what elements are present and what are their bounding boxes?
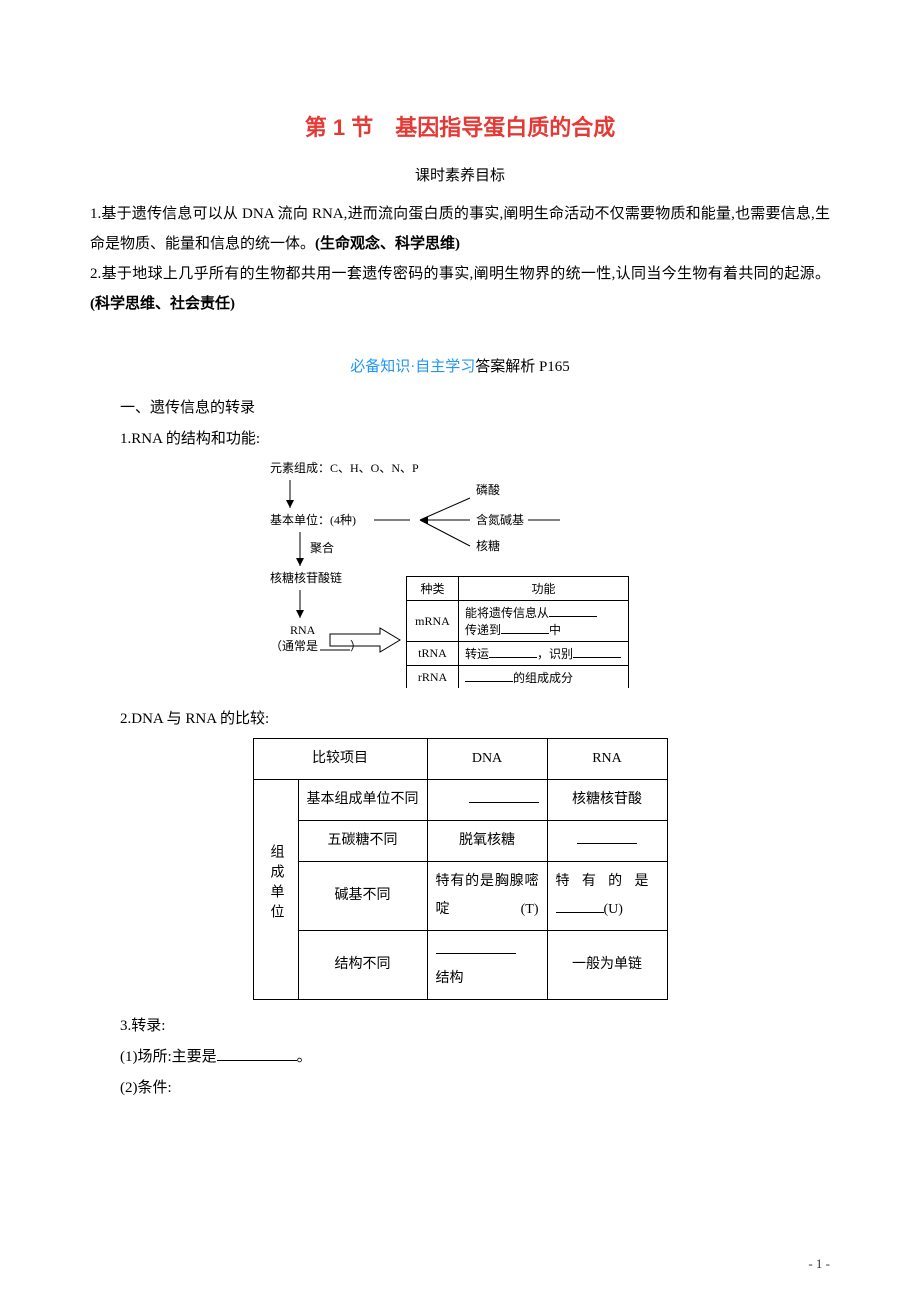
cell-trna: tRNA	[407, 642, 459, 666]
dg-elem: 元素组成：C、H、O、N、P	[270, 461, 419, 475]
row-sugar: 五碳糖不同	[298, 821, 427, 862]
goal-1: 1.基于遗传信息可以从 DNA 流向 RNA,进而流向蛋白质的事实,阐明生命活动…	[90, 199, 830, 259]
goal-2-text: 2.基于地球上几乎所有的生物都共用一套遗传密码的事实,阐明生物界的统一性,认同当…	[90, 266, 830, 282]
subtitle: 课时素养目标	[90, 164, 830, 185]
th-type: 种类	[407, 577, 459, 601]
section-link: 必备知识·自主学习答案解析 P165	[90, 355, 830, 376]
dg-rna: RNA	[290, 623, 316, 637]
cell-dna-unit	[427, 780, 547, 821]
point-3: 3.转录:	[90, 1014, 830, 1035]
row-basic-unit: 基本组成单位不同	[298, 780, 427, 821]
section-link-tail: 答案解析 P165	[475, 359, 570, 375]
th-dna: DNA	[427, 739, 547, 780]
th-rna: RNA	[547, 739, 667, 780]
cell-trna-func: 转运，识别	[459, 642, 629, 666]
heading-sec1: 一、遗传信息的转录	[90, 396, 830, 417]
cell-rrna: rRNA	[407, 666, 459, 689]
cell-rrna-func: 的组成成分	[459, 666, 629, 689]
cell-rna-sugar	[547, 821, 667, 862]
rna-structure-diagram: 元素组成：C、H、O、N、P 基本单位：(4种) 聚合 核糖核苷酸链 RNA （…	[270, 458, 650, 693]
rowgroup-unit: 组成单位	[253, 780, 298, 1000]
cell-rna-structure: 一般为单链	[547, 931, 667, 1000]
dg-poly: 聚合	[310, 540, 334, 555]
dg-base: 含氮碱基	[476, 512, 524, 527]
row-structure: 结构不同	[298, 931, 427, 1000]
point-3b: (2)条件:	[90, 1076, 830, 1097]
point-3a: (1)场所:主要是。	[90, 1045, 830, 1066]
dg-phos: 磷酸	[476, 482, 500, 497]
rna-types-table: 种类 功能 mRNA 能将遗传信息从 传递到中 tRNA 转运，识别	[406, 576, 629, 688]
point-2: 2.DNA 与 RNA 的比较:	[90, 707, 830, 728]
goal-2-tag: (科学思维、社会责任)	[90, 296, 235, 312]
th-func: 功能	[459, 577, 629, 601]
dg-unit: 基本单位：(4种)	[270, 512, 356, 527]
cell-dna-structure: 结构	[427, 931, 547, 1000]
cell-dna-base: 特有的是胸腺嘧啶(T)	[427, 862, 547, 931]
cell-rna-unit: 核糖核苷酸	[547, 780, 667, 821]
cell-dna-sugar: 脱氧核糖	[427, 821, 547, 862]
section-link-blue: 必备知识·自主学习	[350, 359, 475, 375]
dg-sugar: 核糖	[476, 538, 500, 553]
cell-mrna-func: 能将遗传信息从 传递到中	[459, 601, 629, 642]
th-compare: 比较项目	[253, 739, 427, 780]
cell-mrna: mRNA	[407, 601, 459, 642]
point-1: 1.RNA 的结构和功能:	[90, 427, 830, 448]
page-number: - 1 -	[808, 1256, 830, 1272]
goal-1-tag: (生命观念、科学思维)	[315, 236, 460, 252]
comparison-table: 比较项目 DNA RNA 组成单位 基本组成单位不同 核糖核苷酸 五碳糖不同 脱…	[253, 738, 668, 1000]
goal-2: 2.基于地球上几乎所有的生物都共用一套遗传密码的事实,阐明生物界的统一性,认同当…	[90, 259, 830, 319]
row-base: 碱基不同	[298, 862, 427, 931]
dg-chain: 核糖核苷酸链	[270, 570, 342, 585]
dg-usually: （通常是	[270, 639, 318, 653]
cell-rna-base: 特有的是(U)	[547, 862, 667, 931]
page-title: 第 1 节 基因指导蛋白质的合成	[90, 110, 830, 142]
